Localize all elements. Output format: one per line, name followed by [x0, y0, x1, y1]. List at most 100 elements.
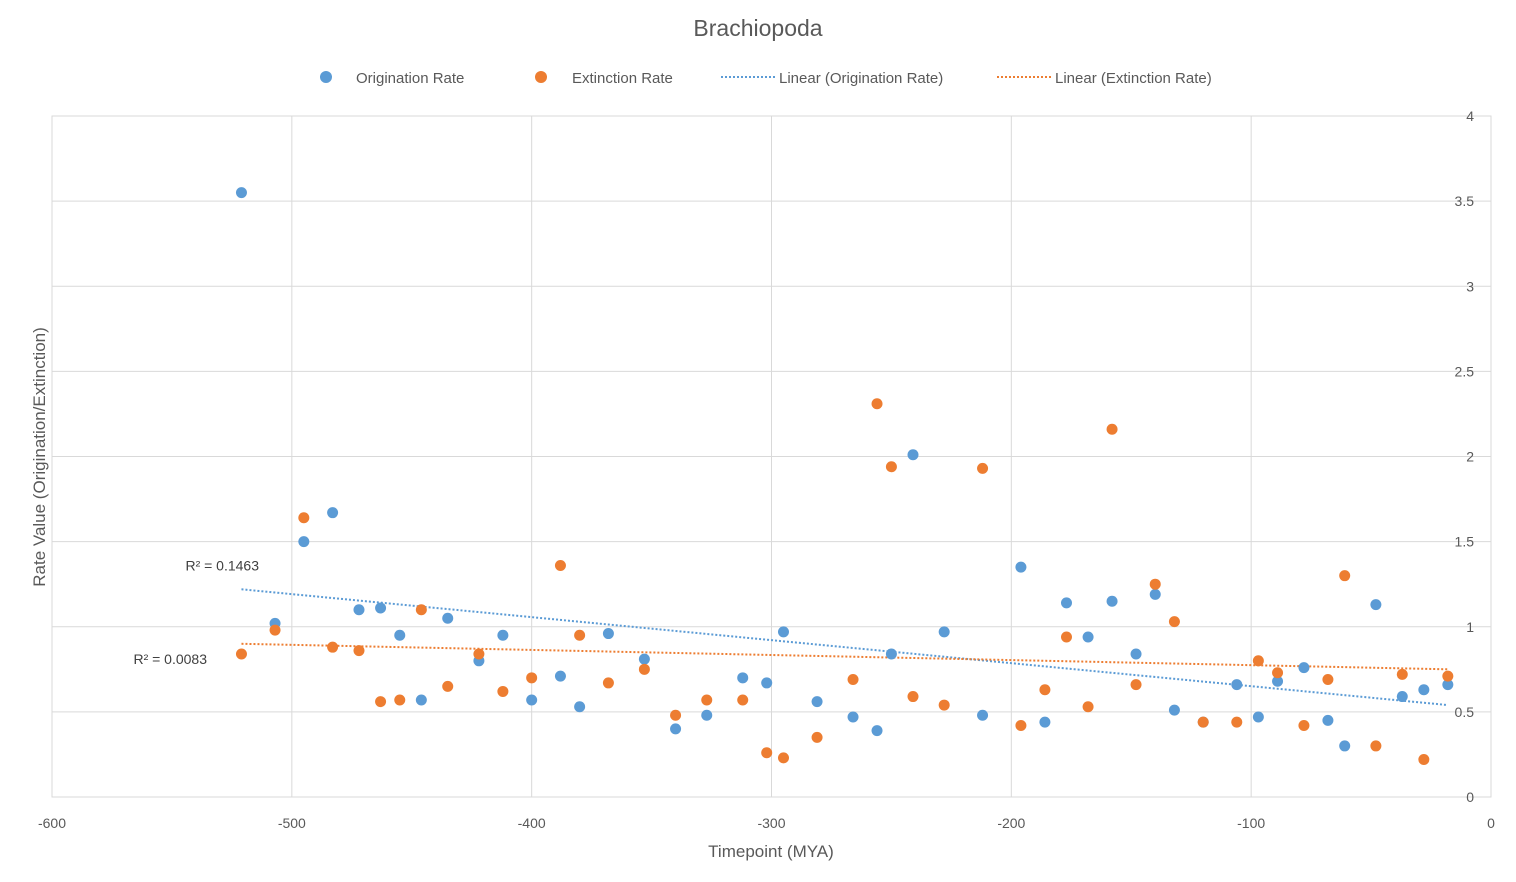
origination-point[interactable] [847, 711, 859, 723]
extinction-point[interactable] [327, 641, 339, 653]
extinction-point[interactable] [394, 694, 406, 706]
origination-point[interactable] [885, 648, 897, 660]
origination-point[interactable] [1442, 679, 1454, 691]
legend-label-extinction: Extinction Rate [572, 70, 673, 87]
origination-point[interactable] [1168, 704, 1180, 716]
extinction-point[interactable] [761, 747, 773, 759]
extinction-point[interactable] [1272, 667, 1284, 679]
origination-point[interactable] [1149, 588, 1161, 600]
origination-point[interactable] [777, 626, 789, 638]
origination-point[interactable] [871, 725, 883, 737]
extinction-point[interactable] [497, 685, 509, 697]
extinction-point[interactable] [526, 672, 538, 684]
origination-point[interactable] [1130, 648, 1142, 660]
origination-point[interactable] [938, 626, 950, 638]
extinction-point[interactable] [554, 559, 566, 571]
legend-item-origination[interactable]: Origination Rate [320, 70, 464, 87]
origination-point[interactable] [574, 701, 586, 713]
extinction-point[interactable] [701, 694, 713, 706]
extinction-point[interactable] [1396, 668, 1408, 680]
origination-point[interactable] [394, 629, 406, 641]
extinction-point[interactable] [1106, 423, 1118, 435]
extinction-point[interactable] [670, 709, 682, 721]
origination-point[interactable] [1231, 679, 1243, 691]
origination-point[interactable] [526, 694, 538, 706]
origination-point[interactable] [1370, 599, 1382, 611]
origination-point[interactable] [415, 694, 427, 706]
extinction-point[interactable] [1418, 754, 1430, 766]
extinction-point[interactable] [1197, 716, 1209, 728]
legend-item-linear-extinction[interactable]: Linear (Extinction Rate) [997, 70, 1212, 87]
origination-point[interactable] [638, 653, 650, 665]
origination-point[interactable] [1418, 684, 1430, 696]
extinction-point[interactable] [442, 680, 454, 692]
extinction-point[interactable] [1322, 674, 1334, 686]
extinction-point[interactable] [847, 674, 859, 686]
extinction-point[interactable] [1082, 701, 1094, 713]
origination-point[interactable] [737, 672, 749, 684]
origination-point[interactable] [327, 507, 339, 519]
extinction-point[interactable] [885, 461, 897, 473]
origination-point[interactable] [1060, 597, 1072, 609]
extinction-point[interactable] [811, 731, 823, 743]
extinction-point[interactable] [1370, 740, 1382, 752]
origination-point[interactable] [497, 629, 509, 641]
extinction-point[interactable] [777, 752, 789, 764]
origination-point[interactable] [701, 709, 713, 721]
origination-point[interactable] [1015, 561, 1027, 573]
origination-point[interactable] [235, 187, 247, 199]
origination-point[interactable] [1082, 631, 1094, 643]
extinction-point[interactable] [1339, 570, 1351, 582]
extinction-point[interactable] [353, 645, 365, 657]
extinction-point[interactable] [1015, 719, 1027, 731]
extinction-point[interactable] [269, 624, 281, 636]
origination-point[interactable] [298, 536, 310, 548]
extinction-point[interactable] [1298, 719, 1310, 731]
extinction-point[interactable] [415, 604, 427, 616]
extinction-point[interactable] [1442, 670, 1454, 682]
extinction-point[interactable] [938, 699, 950, 711]
extinction-point[interactable] [638, 663, 650, 675]
origination-point[interactable] [811, 696, 823, 708]
extinction-point[interactable] [602, 677, 614, 689]
extinction-point[interactable] [473, 648, 485, 660]
extinction-point[interactable] [1231, 716, 1243, 728]
origination-point[interactable] [602, 628, 614, 640]
extinction-point[interactable] [235, 648, 247, 660]
origination-point[interactable] [1298, 662, 1310, 674]
origination-point[interactable] [761, 677, 773, 689]
extinction-point[interactable] [1130, 679, 1142, 691]
legend-marker-extinction [535, 71, 547, 83]
origination-point[interactable] [1272, 675, 1284, 687]
tick-labels: -600 -500 -400 -300 -200 -100 00 0.5 1 1.5 2 2.5 3 3.… [38, 108, 1495, 831]
trendline-extinction [241, 642, 1448, 671]
legend-item-extinction[interactable]: Extinction Rate [535, 70, 673, 87]
extinction-point[interactable] [574, 629, 586, 641]
origination-point[interactable] [907, 449, 919, 461]
origination-point[interactable] [1396, 691, 1408, 703]
origination-point[interactable] [977, 709, 989, 721]
origination-point[interactable] [353, 604, 365, 616]
origination-point[interactable] [1106, 595, 1118, 607]
origination-point[interactable] [1039, 716, 1051, 728]
origination-point[interactable] [1322, 714, 1334, 726]
origination-point[interactable] [554, 670, 566, 682]
y-tick-label: 0 [1466, 789, 1474, 805]
extinction-point[interactable] [1252, 655, 1264, 667]
origination-point[interactable] [670, 723, 682, 735]
extinction-point[interactable] [737, 694, 749, 706]
extinction-point[interactable] [1060, 631, 1072, 643]
extinction-point[interactable] [375, 696, 387, 708]
extinction-point[interactable] [977, 462, 989, 474]
origination-point[interactable] [442, 612, 454, 624]
extinction-point[interactable] [1039, 684, 1051, 696]
legend-item-linear-origination[interactable]: Linear (Origination Rate) [721, 70, 943, 87]
extinction-point[interactable] [298, 512, 310, 524]
extinction-point[interactable] [907, 691, 919, 703]
origination-point[interactable] [1339, 740, 1351, 752]
extinction-point[interactable] [1168, 616, 1180, 628]
origination-point[interactable] [375, 602, 387, 614]
extinction-point[interactable] [1149, 578, 1161, 590]
origination-point[interactable] [1252, 711, 1264, 723]
extinction-point[interactable] [871, 398, 883, 410]
